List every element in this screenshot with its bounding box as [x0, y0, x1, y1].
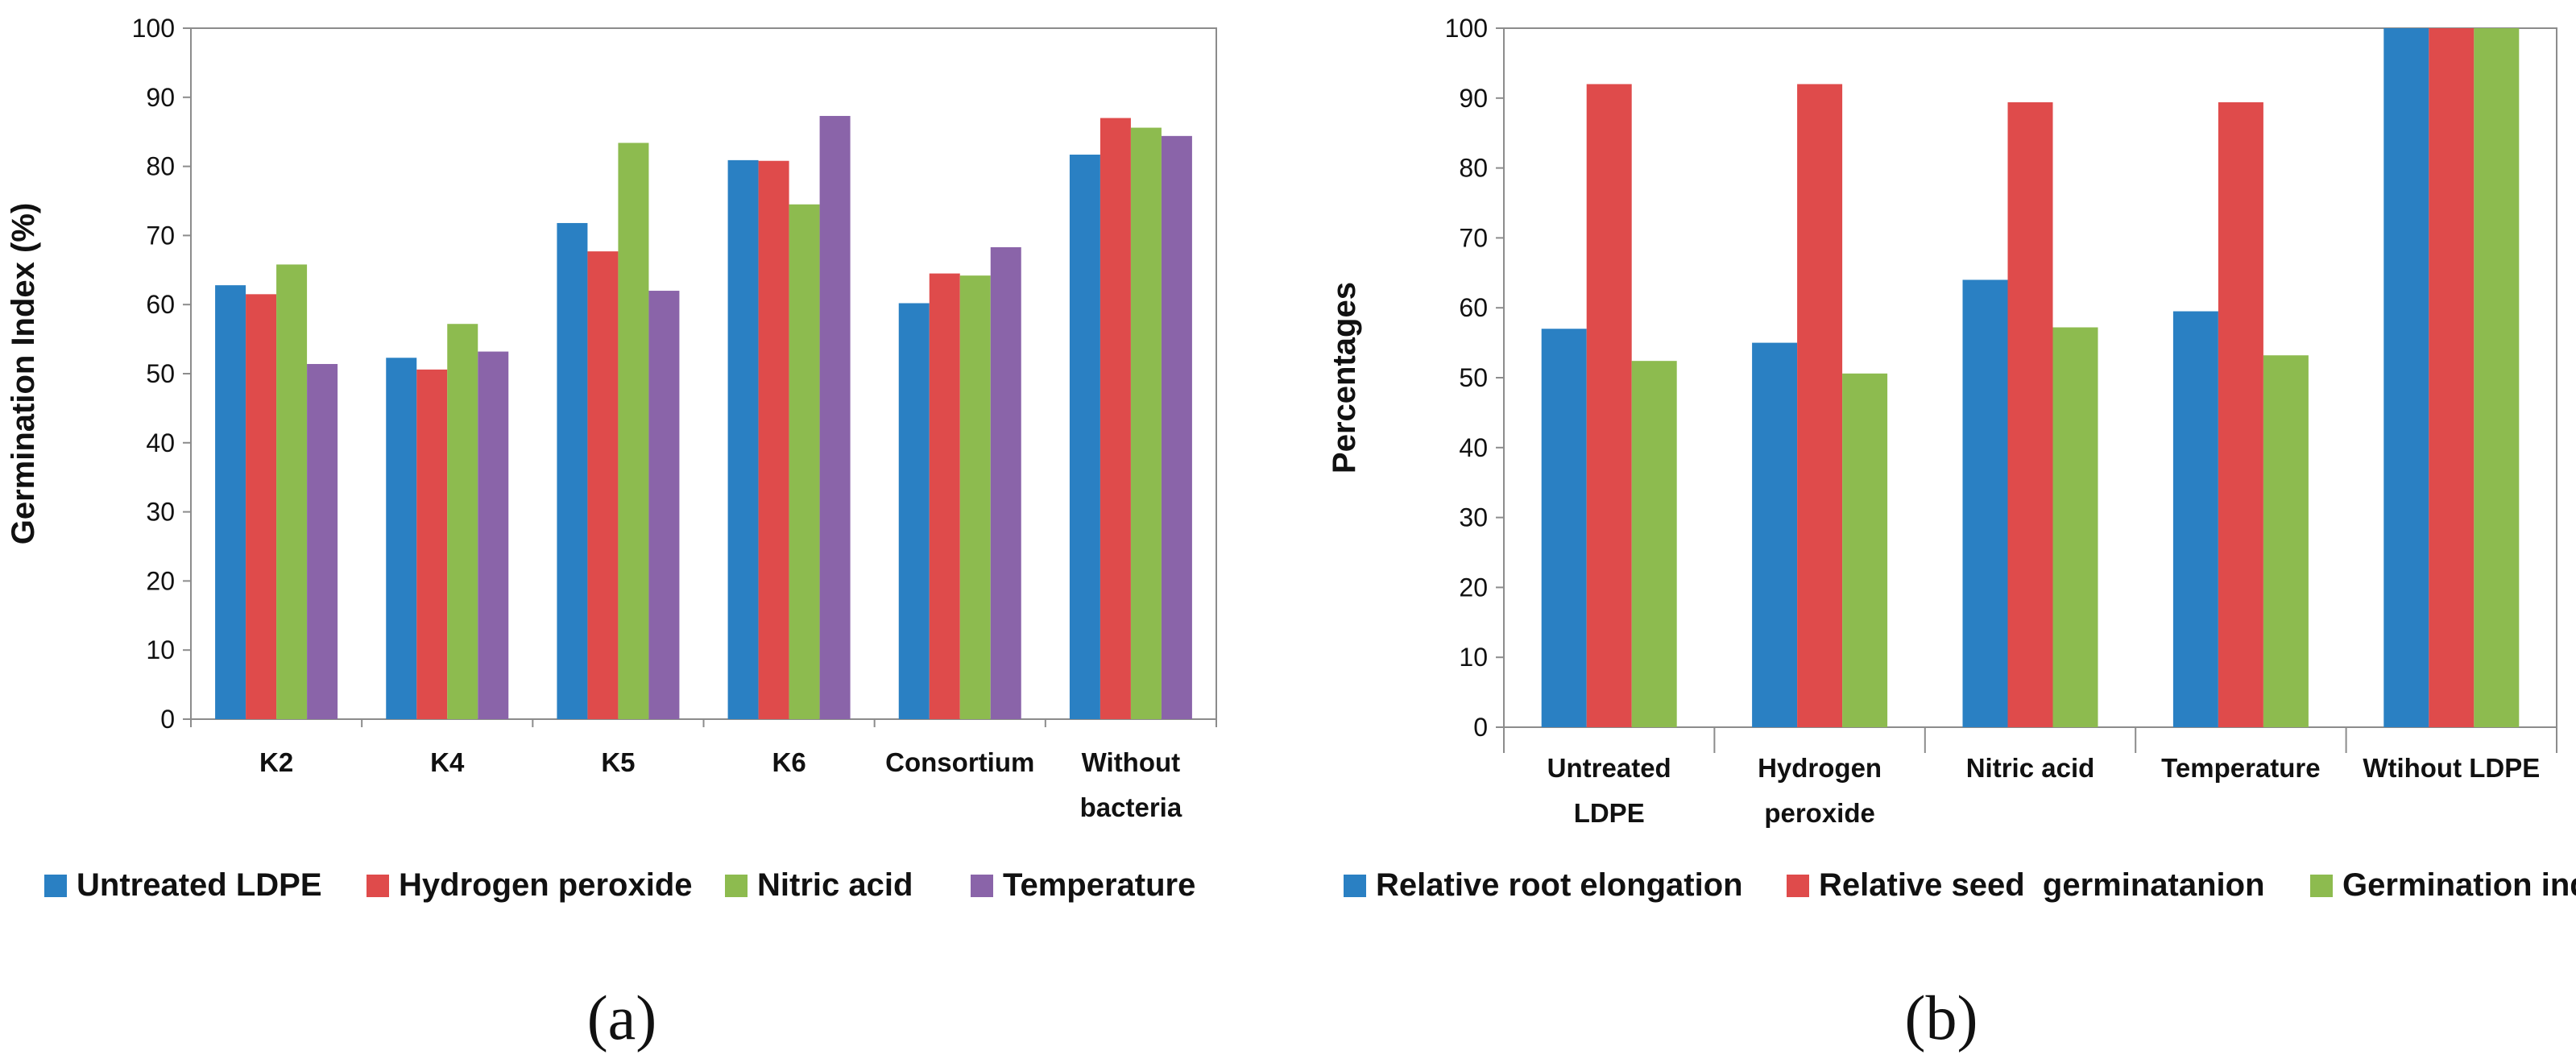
y-tick-label: 40 — [1459, 433, 1488, 462]
legend-swatch — [1344, 875, 1366, 897]
y-tick-label: 60 — [1459, 293, 1488, 322]
legend-swatch — [1787, 875, 1809, 897]
bar-temperature-5 — [1161, 135, 1192, 719]
legend-swatch — [725, 875, 748, 897]
y-tick-label: 10 — [1459, 643, 1488, 672]
legend-swatch — [971, 875, 993, 897]
panel-label: (b) — [1905, 982, 1978, 1053]
bar-hydrogen-peroxide-2 — [587, 251, 619, 719]
y-tick-label: 20 — [1459, 573, 1488, 602]
bar-hydrogen-peroxide-3 — [758, 160, 789, 720]
chart-b: 0 10 20 30 40 50 60 70 80 90 100 Untreated LDPE Hydro… — [1327, 14, 2576, 1053]
bar-temperature-0 — [307, 363, 338, 719]
plot-frame — [190, 27, 1217, 720]
category-label: Wtihout LDPE — [2363, 753, 2540, 783]
bar-relative-root-elongation-1 — [1752, 342, 1798, 727]
bar-untreated-ldpe-4 — [898, 303, 930, 719]
bar-relative-seed-germinatanion-0 — [1586, 84, 1632, 727]
legend-label: Relative seed germinatanion — [1819, 867, 2265, 903]
category-label: bacteria — [1080, 792, 1182, 822]
bar-nitric-acid-0 — [276, 264, 308, 719]
bar-relative-seed-germinatanion-4 — [2429, 28, 2475, 727]
y-tick-label: 80 — [1459, 154, 1488, 183]
y-tick-label: 90 — [1459, 84, 1488, 113]
y-axis-label: Percentages — [1327, 282, 1362, 474]
category-label: Temperature — [2161, 753, 2320, 783]
category-label: Untreated — [1547, 753, 1671, 783]
category-label: K2 — [259, 747, 293, 777]
y-tick-label: 0 — [1473, 713, 1488, 742]
category-label: Hydrogen — [1758, 753, 1882, 783]
chart-a: 0 10 20 30 40 50 60 70 80 90 100 K2 K4 K5 K6 Consortium… — [6, 14, 1217, 1053]
bar-relative-root-elongation-2 — [1962, 279, 2008, 728]
bar-nitric-acid-3 — [789, 204, 820, 720]
y-tick-label: 40 — [146, 428, 175, 457]
bar-germination-index-2 — [2052, 327, 2098, 727]
bar-nitric-acid-5 — [1130, 127, 1162, 719]
bar-nitric-acid-2 — [618, 143, 649, 720]
bar-hydrogen-peroxide-4 — [929, 273, 960, 720]
bar-nitric-acid-4 — [959, 275, 991, 719]
category-label: K5 — [601, 747, 635, 777]
bar-temperature-3 — [819, 115, 851, 719]
category-label: Nitric acid — [1966, 753, 2095, 783]
bar-germination-index-4 — [2474, 28, 2520, 727]
legend-swatch — [367, 875, 389, 897]
legend-label: Germination index — [2342, 867, 2576, 903]
bar-germination-index-0 — [1631, 361, 1677, 727]
y-tick-label: 50 — [1459, 363, 1488, 392]
y-axis-label: Germination Index (%) — [6, 203, 41, 545]
bar-hydrogen-peroxide-5 — [1100, 118, 1131, 720]
bar-relative-root-elongation-3 — [2172, 311, 2218, 727]
category-label: K6 — [772, 747, 806, 777]
bar-germination-index-3 — [2263, 355, 2309, 727]
y-tick-label: 90 — [146, 83, 175, 112]
category-label: K4 — [430, 747, 465, 777]
legend-label: Hydrogen peroxide — [399, 867, 693, 903]
y-tick-label: 60 — [146, 290, 175, 319]
bar-relative-seed-germinatanion-2 — [2007, 102, 2053, 728]
bar-relative-seed-germinatanion-3 — [2218, 102, 2263, 728]
bar-untreated-ldpe-2 — [557, 222, 588, 719]
y-tick-label: 70 — [146, 221, 175, 250]
category-label: peroxide — [1764, 798, 1875, 828]
bar-untreated-ldpe-3 — [727, 159, 759, 720]
y-tick-label: 100 — [1445, 14, 1488, 43]
legend-label: Temperature — [1003, 867, 1195, 903]
bar-germination-index-1 — [1842, 373, 1888, 727]
bar-untreated-ldpe-1 — [386, 358, 417, 719]
bar-temperature-4 — [990, 246, 1021, 720]
category-label: Without — [1082, 747, 1180, 777]
legend-label: Untreated LDPE — [77, 867, 322, 903]
y-tick-label: 80 — [146, 152, 175, 181]
panel-label: (a) — [587, 982, 657, 1053]
y-tick-label: 100 — [132, 14, 175, 43]
y-tick-label: 30 — [146, 498, 175, 527]
bar-untreated-ldpe-0 — [215, 285, 246, 719]
y-tick-label: 0 — [160, 705, 175, 734]
bar-temperature-2 — [648, 291, 680, 719]
bar-temperature-1 — [478, 351, 509, 719]
legend-swatch — [2310, 875, 2333, 897]
y-tick-label: 10 — [146, 635, 175, 664]
category-label: LDPE — [1574, 798, 1645, 828]
bar-hydrogen-peroxide-0 — [246, 294, 277, 720]
legend-label: Relative root elongation — [1376, 867, 1743, 903]
bar-relative-root-elongation-0 — [1541, 329, 1587, 727]
y-tick-label: 20 — [146, 566, 175, 595]
legend-swatch — [44, 875, 67, 897]
bar-relative-seed-germinatanion-1 — [1797, 84, 1843, 727]
bar-untreated-ldpe-5 — [1069, 155, 1100, 720]
y-tick-label: 50 — [146, 359, 175, 388]
y-tick-label: 70 — [1459, 223, 1488, 252]
bar-hydrogen-peroxide-1 — [416, 369, 448, 719]
bar-nitric-acid-1 — [447, 324, 478, 719]
bar-relative-root-elongation-4 — [2383, 28, 2429, 727]
legend-label: Nitric acid — [757, 867, 913, 903]
y-tick-label: 30 — [1459, 503, 1488, 532]
category-label: Consortium — [885, 747, 1034, 777]
